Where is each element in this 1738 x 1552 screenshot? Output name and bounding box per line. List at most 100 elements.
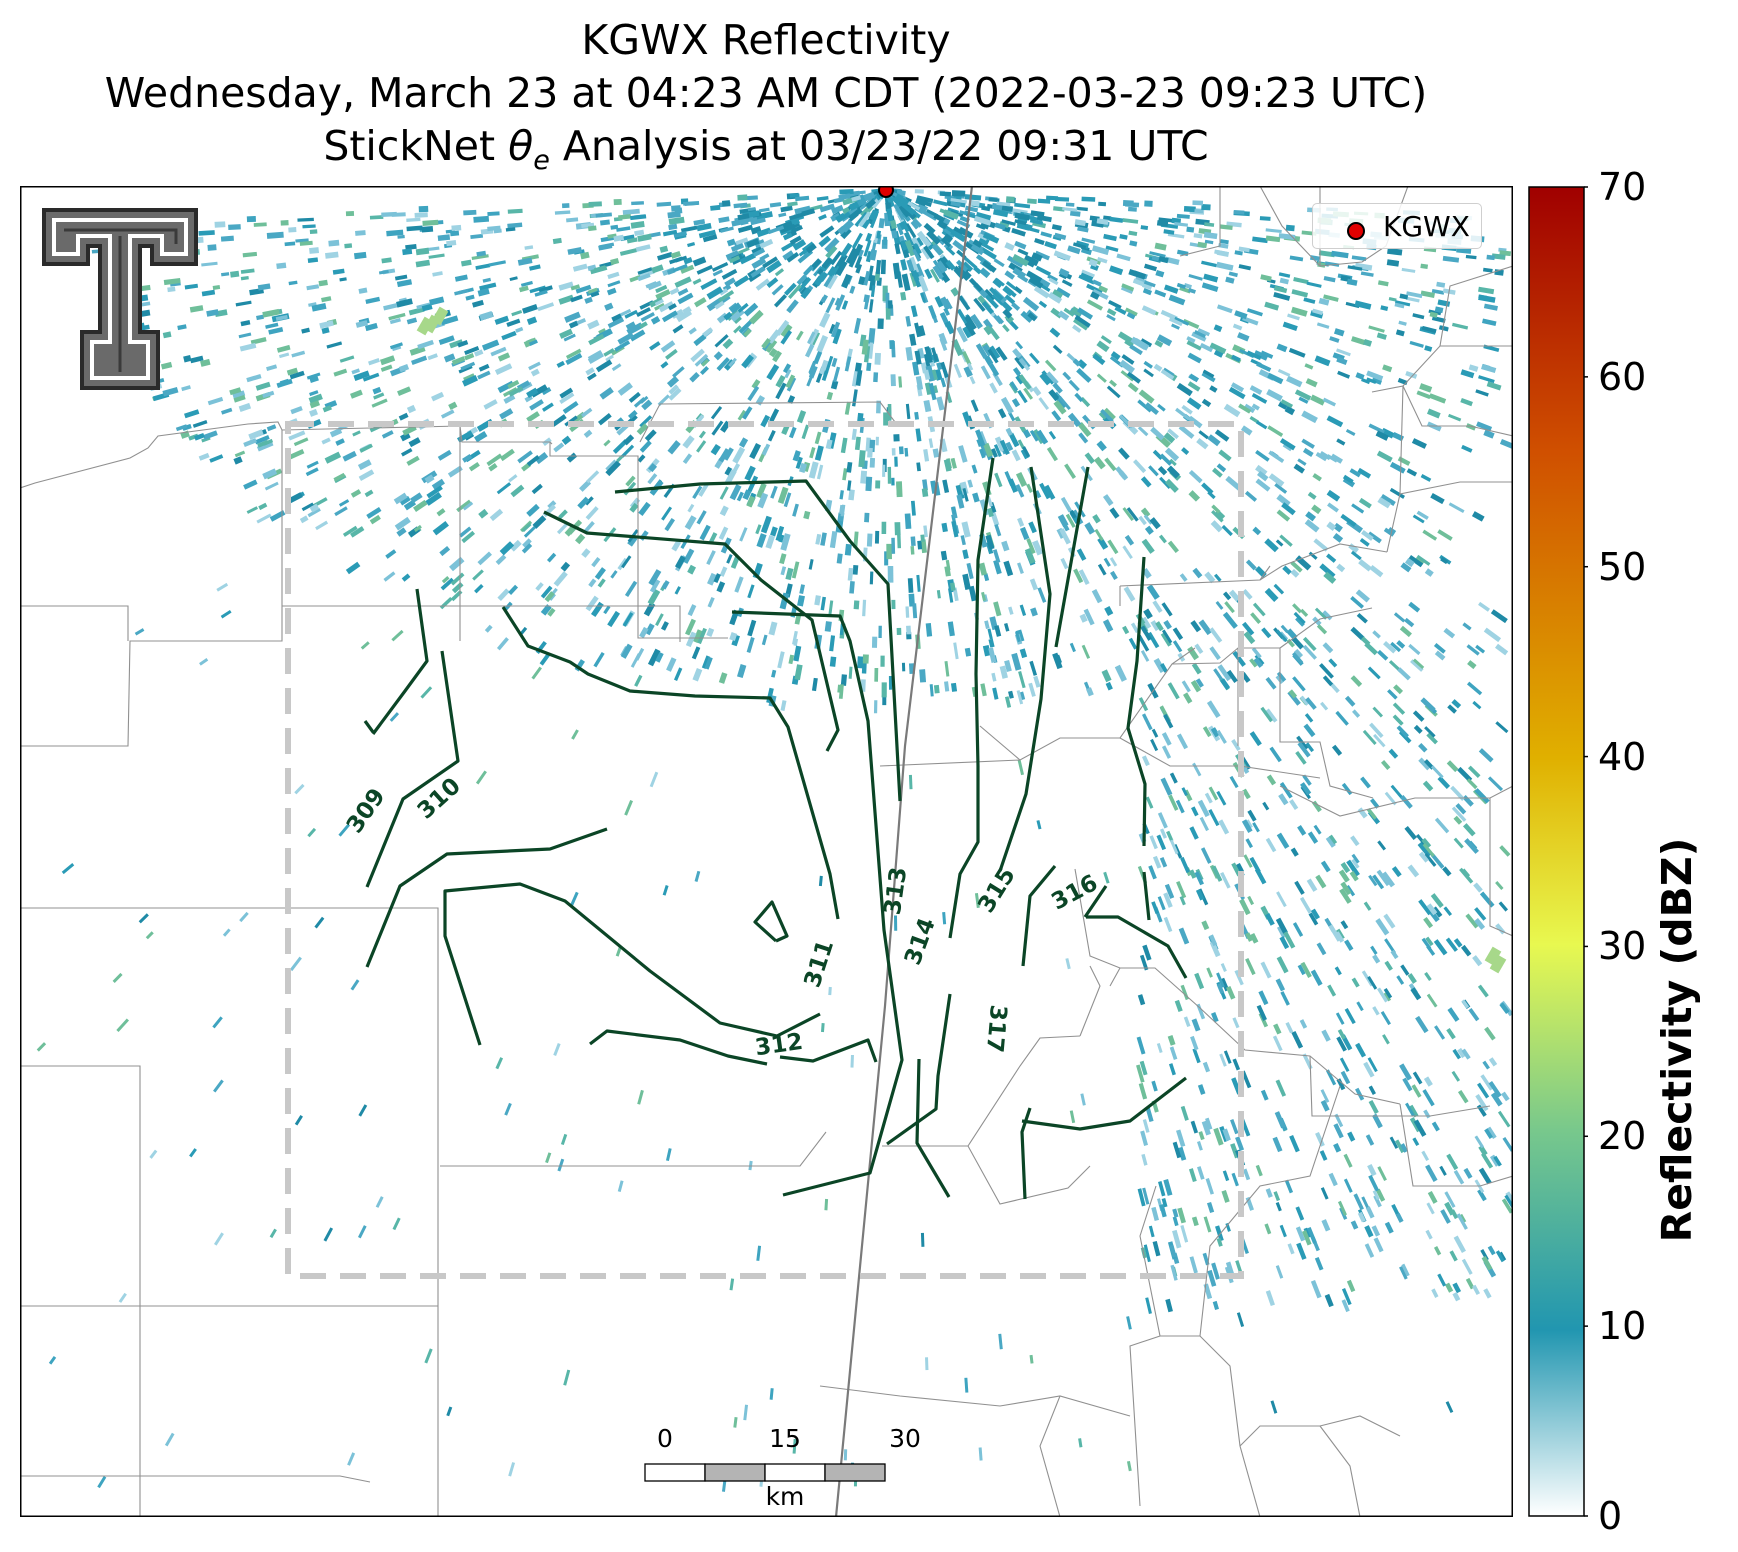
echo-cell-347	[447, 465, 463, 478]
echo-cell-3061	[1209, 934, 1218, 947]
echo-cell-2290	[640, 311, 655, 322]
echo-cell-400	[761, 443, 771, 456]
echo-cell-2108	[749, 309, 764, 325]
echo-cell-664	[306, 284, 320, 291]
echo-cell-2401	[462, 374, 479, 387]
echo-cell-988	[309, 229, 318, 234]
county-line-3	[459, 426, 681, 642]
echo-cell-2059	[1001, 301, 1013, 313]
echo-cell-936	[711, 420, 724, 436]
echo-cell-2445	[674, 555, 686, 569]
echo-cell-2180	[192, 420, 208, 428]
echo-cell-1517	[1203, 273, 1219, 283]
echo-cell-2833	[1175, 799, 1185, 814]
echo-cell-1335	[1280, 624, 1289, 634]
echo-cell-3284	[323, 1227, 334, 1242]
echo-cell-2889	[1373, 1237, 1384, 1253]
echo-cell-2376	[931, 369, 938, 381]
echo-cell-2942	[1360, 776, 1371, 789]
echo-cell-1916	[775, 525, 785, 542]
echo-cell-1579	[1074, 315, 1091, 328]
echo-cell-2955	[1420, 697, 1436, 713]
echo-cell-2465	[759, 238, 774, 249]
echo-cell-1053	[698, 483, 709, 497]
echo-cell-3076	[1399, 1063, 1413, 1081]
echo-cell-2846	[1334, 931, 1345, 943]
echo-cell-2471	[1265, 235, 1281, 243]
echo-cell-535	[1243, 631, 1256, 645]
echo-cell-635	[309, 247, 320, 254]
echo-cell-3142	[1422, 843, 1435, 858]
echo-cell-1657	[706, 627, 715, 638]
echo-cell-1414	[848, 206, 859, 216]
contour-line-13	[948, 457, 995, 939]
echo-cell-294	[396, 279, 413, 288]
echo-cell-2460	[1211, 509, 1224, 523]
echo-cell-814	[780, 205, 793, 213]
echo-cell-2983	[1235, 1136, 1245, 1152]
echo-cell-1994	[1137, 399, 1152, 413]
echo-cell-571	[1123, 586, 1136, 602]
echo-cell-1541	[923, 449, 930, 462]
echo-cell-1518	[451, 581, 464, 594]
echo-cell-1621	[321, 296, 332, 303]
echo-cell-311	[830, 380, 839, 390]
echo-cell-3303	[134, 628, 145, 636]
echo-cell-1183	[307, 257, 319, 263]
echo-cell-80	[848, 489, 855, 501]
echo-cell-2369	[1326, 553, 1337, 563]
echo-cell-275	[825, 297, 836, 314]
echo-cell-2217	[468, 462, 480, 472]
echo-cell-3128	[1373, 1195, 1382, 1208]
echo-cell-401	[524, 245, 534, 250]
echo-cell-789	[256, 314, 264, 321]
echo-cell-845	[992, 549, 1001, 564]
echo-cell-2474	[950, 287, 960, 297]
echo-cell-295	[1097, 563, 1107, 576]
echo-cell-1932	[617, 332, 635, 345]
echo-cell-192	[690, 348, 705, 363]
echo-cell-2843	[1194, 643, 1204, 655]
echo-cell-423	[507, 208, 523, 214]
echo-cell-879	[1199, 342, 1214, 353]
county-line-19	[1279, 785, 1513, 817]
echo-cell-2409	[255, 381, 271, 391]
echo-cell-989	[644, 623, 655, 636]
echo-cell-2858	[1331, 744, 1343, 756]
echo-cell-806	[785, 374, 796, 389]
echo-cell-3222	[164, 1432, 175, 1447]
echo-cell-322	[1355, 589, 1370, 603]
echo-cell-868	[1004, 294, 1016, 305]
echo-cell-3145	[1439, 1165, 1447, 1176]
echo-cell-939	[862, 654, 869, 664]
echo-cell-1919	[587, 350, 603, 361]
echo-cell-289	[265, 322, 279, 329]
echo-cell-751	[1137, 426, 1149, 437]
echo-cell-2605	[1235, 862, 1244, 874]
echo-cell-589	[984, 355, 994, 366]
echo-cell-2419	[487, 225, 501, 232]
echo-cell-2158	[221, 272, 230, 277]
echo-cell-2969	[1392, 702, 1406, 715]
echo-cell-2187	[588, 578, 597, 588]
echo-cell-2332	[576, 317, 587, 325]
echo-cell-1147	[674, 276, 692, 288]
echo-cell-2444	[1029, 429, 1039, 442]
echo-cell-3293	[1252, 822, 1260, 833]
echo-cell-3258	[569, 891, 579, 908]
echo-cell-2976	[1480, 1074, 1494, 1091]
echo-cell-1029	[963, 365, 973, 378]
echo-cell-616	[358, 287, 368, 294]
echo-cell-3210	[792, 1438, 797, 1454]
echo-cell-856	[575, 533, 586, 545]
echo-cell-613	[1225, 276, 1235, 284]
echo-cell-3105	[1495, 881, 1504, 891]
echo-cell-2529	[1160, 632, 1172, 647]
echo-cell-429	[971, 464, 978, 474]
echo-cell-3218	[964, 1377, 969, 1393]
echo-cell-2354	[923, 369, 931, 381]
echo-cell-886	[1228, 271, 1238, 278]
echo-cell-2371	[1096, 218, 1109, 225]
echo-cell-274	[1411, 438, 1427, 449]
echo-cell-923	[309, 408, 318, 417]
